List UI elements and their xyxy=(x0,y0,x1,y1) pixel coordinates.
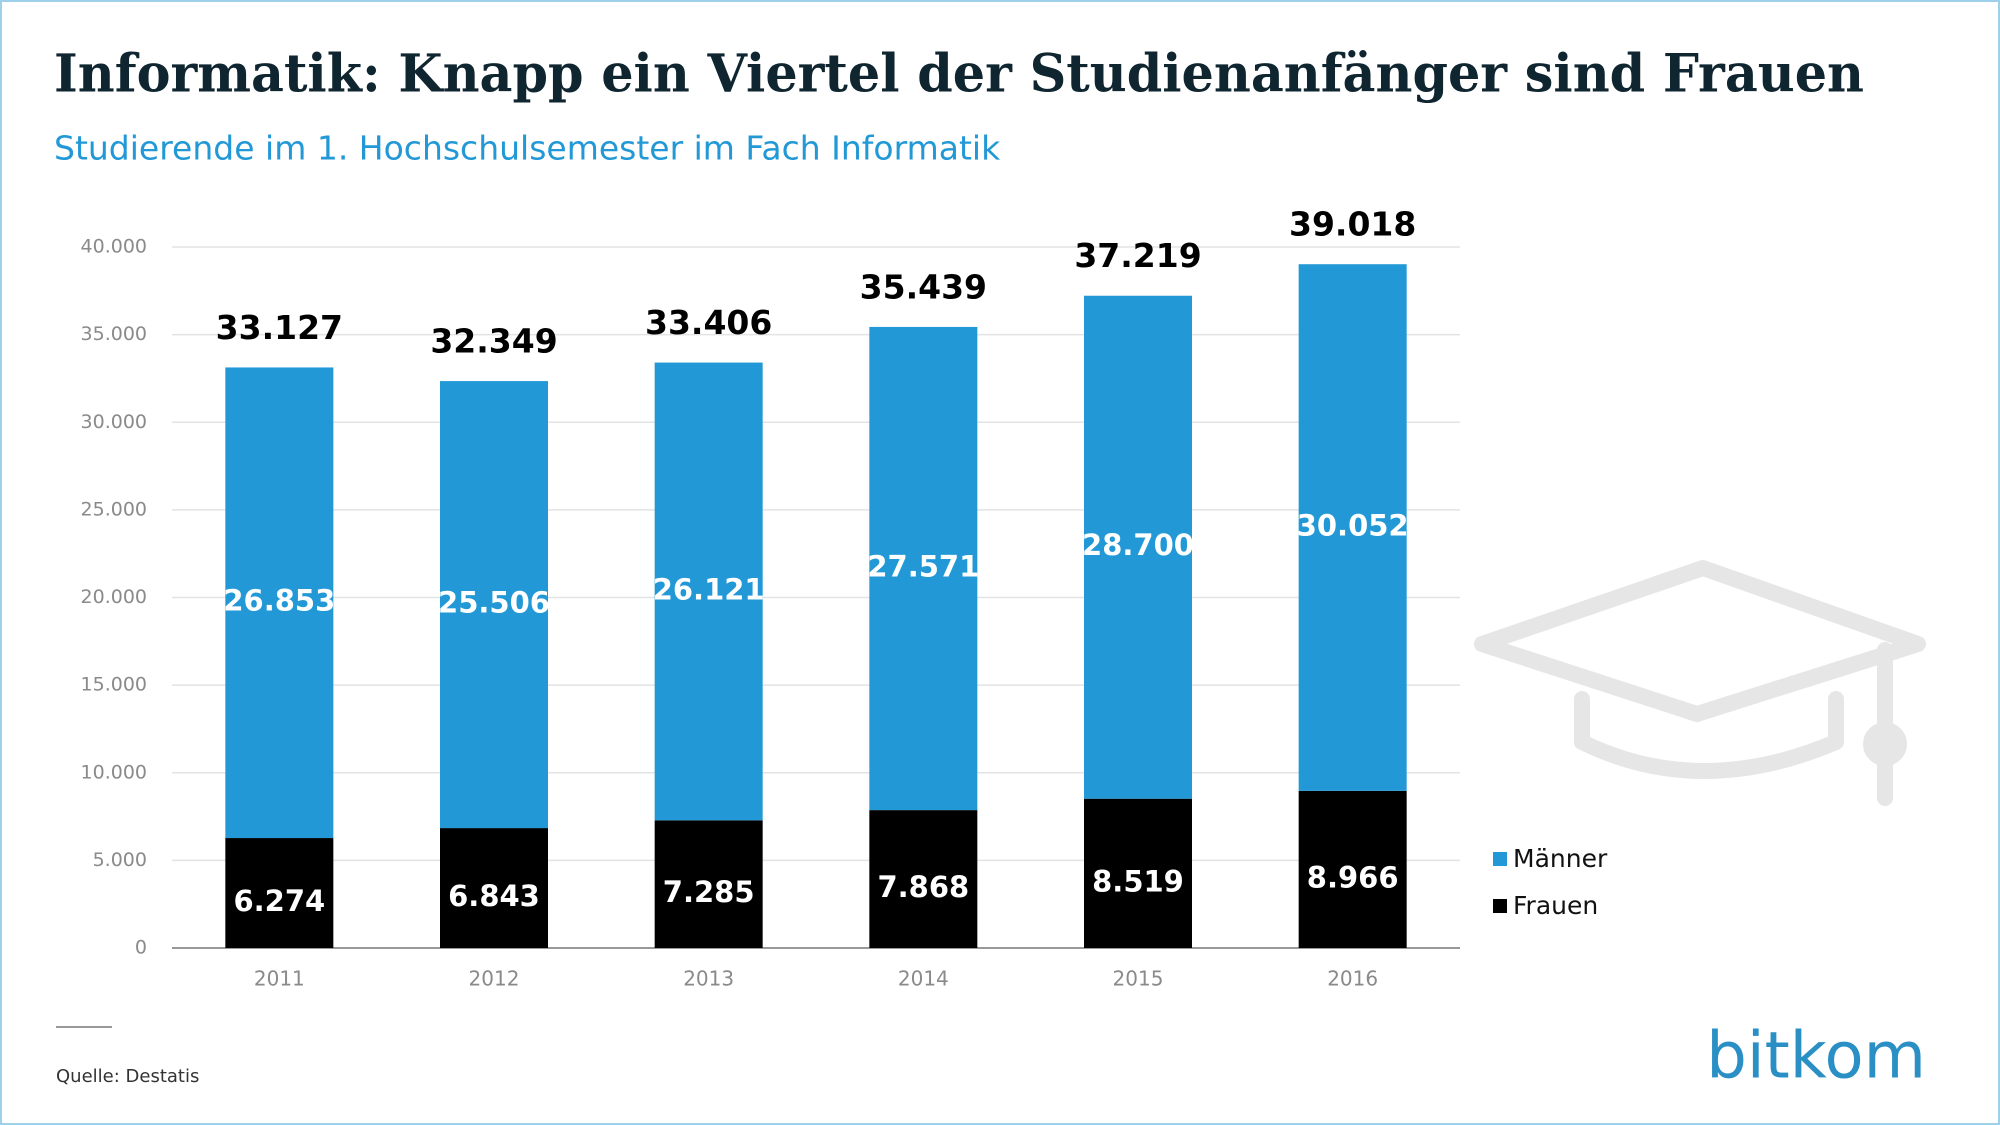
y-tick-label: 0 xyxy=(135,937,147,959)
x-tick-label: 2011 xyxy=(254,967,305,991)
bar-segment xyxy=(225,367,334,839)
segment-label: 25.506 xyxy=(438,586,550,620)
bar-segment xyxy=(1298,264,1407,791)
x-tick-label: 2016 xyxy=(1327,967,1378,991)
x-tick-label: 2012 xyxy=(469,967,520,991)
graduation-cap-icon xyxy=(1474,560,1926,806)
y-tick-label: 20.000 xyxy=(81,586,147,608)
chart-title: Informatik: Knapp ein Viertel der Studie… xyxy=(54,44,1864,105)
bar-segment xyxy=(440,828,548,948)
segment-label: 7.285 xyxy=(663,875,755,909)
legend-label: Frauen xyxy=(1513,891,1598,920)
y-tick-label: 10.000 xyxy=(81,761,147,783)
legend-swatch xyxy=(1493,852,1507,866)
segment-label: 27.571 xyxy=(867,550,979,584)
segment-label: 8.519 xyxy=(1092,864,1184,898)
bar-segment xyxy=(1084,295,1192,799)
y-tick-label: 35.000 xyxy=(81,323,147,345)
y-tick-label: 15.000 xyxy=(81,674,147,696)
segment-label: 6.843 xyxy=(448,879,540,913)
bar-segment xyxy=(1084,798,1192,948)
segment-label: 7.868 xyxy=(877,870,969,904)
bar-segment xyxy=(869,326,978,811)
segment-label: 28.700 xyxy=(1082,528,1194,562)
segment-label: 30.052 xyxy=(1297,509,1409,543)
y-tick-label: 30.000 xyxy=(81,411,147,433)
y-tick-label: 40.000 xyxy=(81,236,147,258)
total-label: 32.349 xyxy=(430,322,557,361)
chart-subtitle: Studierende im 1. Hochschulsemester im F… xyxy=(54,129,1001,168)
segment-label: 26.853 xyxy=(223,584,335,618)
legend-swatch xyxy=(1493,899,1507,913)
bar-segment xyxy=(225,838,334,948)
x-tick-label: 2015 xyxy=(1113,967,1164,991)
total-label: 39.018 xyxy=(1289,205,1416,244)
legend-label: Männer xyxy=(1513,844,1608,873)
segment-label: 26.121 xyxy=(653,572,765,606)
bar-segment xyxy=(654,362,763,821)
bar-segment xyxy=(869,810,978,948)
segment-label: 6.274 xyxy=(233,884,325,918)
y-tick-label: 5.000 xyxy=(93,849,147,871)
source: Quelle: Destatis xyxy=(56,1066,199,1087)
brand-logo: bitkom xyxy=(1706,1020,1926,1094)
total-label: 35.439 xyxy=(860,267,987,306)
bar-segment xyxy=(440,381,548,829)
y-tick-label: 25.000 xyxy=(81,498,147,520)
total-label: 37.219 xyxy=(1074,236,1201,275)
x-tick-label: 2014 xyxy=(898,967,949,991)
total-label: 33.127 xyxy=(216,308,343,347)
x-tick-label: 2013 xyxy=(683,967,734,991)
bar-segment xyxy=(654,820,763,948)
bar-segment xyxy=(1298,790,1407,948)
segment-label: 8.966 xyxy=(1307,860,1399,894)
total-label: 33.406 xyxy=(645,303,772,342)
